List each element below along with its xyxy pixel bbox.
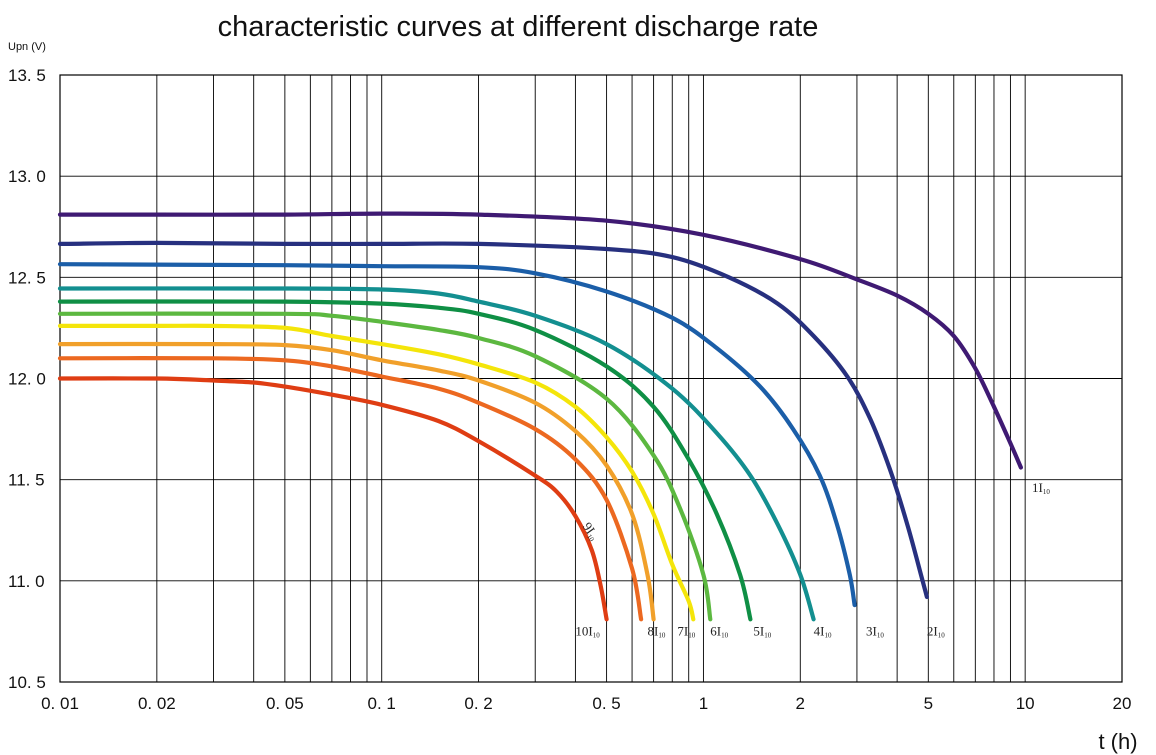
y-tick-label: 13. 0	[8, 167, 46, 186]
curve-label-10I10: 10I10	[575, 624, 600, 640]
x-axis-label: t (h)	[1098, 729, 1137, 754]
x-tick-label: 0. 02	[138, 694, 176, 713]
curve-4I10	[57, 286, 816, 622]
curve-label-text: 9I10	[579, 519, 603, 543]
x-tick-label: 2	[796, 694, 805, 713]
x-tick-label: 0. 1	[368, 694, 396, 713]
y-tick-labels: 10. 5 11. 0 11. 5 12. 0 12. 5 13. 0 13. 5	[8, 66, 46, 692]
curves	[57, 211, 1023, 622]
curve-label-text: 8I10	[648, 624, 666, 640]
x-tick-label: 0. 2	[464, 694, 492, 713]
curve-label-7I10: 7I10	[677, 624, 695, 640]
x-tick-label: 10	[1016, 694, 1035, 713]
curve-8I10	[57, 341, 656, 622]
x-tick-label: 5	[924, 694, 933, 713]
chart-title: characteristic curves at different disch…	[218, 11, 819, 43]
curve-label-4I10: 4I10	[814, 624, 832, 640]
x-tick-label: 0. 5	[592, 694, 620, 713]
curve-label-9I10: 9I10	[579, 519, 603, 543]
curve-label-text: 1I10	[1032, 480, 1050, 496]
curve-label-2I10: 2I10	[927, 624, 945, 640]
curve-7I10	[57, 323, 696, 622]
y-tick-label: 12. 0	[8, 370, 46, 389]
curve-label-text: 5I10	[753, 624, 771, 640]
y-axis-label: Upn (V)	[8, 41, 46, 53]
curve-1I10	[57, 211, 1023, 470]
curve-label-1I10: 1I10	[1032, 480, 1050, 496]
curve-label-text: 10I10	[575, 624, 600, 640]
curve-label-text: 3I10	[866, 624, 884, 640]
x-tick-label: 1	[699, 694, 708, 713]
curve-9I10	[57, 356, 644, 622]
y-tick-label: 12. 5	[8, 268, 46, 287]
curve-label-6I10: 6I10	[710, 624, 728, 640]
curve-label-3I10: 3I10	[866, 624, 884, 640]
curve-label-text: 4I10	[814, 624, 832, 640]
curve-10I10	[57, 376, 609, 622]
x-tick-label: 20	[1113, 694, 1132, 713]
curve-5I10	[57, 299, 753, 622]
curve-label-text: 2I10	[927, 624, 945, 640]
x-tick-labels: 0. 01 0. 02 0. 05 0. 1 0. 2 0. 5 1 2 5 10 20	[41, 694, 1131, 713]
curve-label-text: 6I10	[710, 624, 728, 640]
curve-label-8I10: 8I10	[648, 624, 666, 640]
y-tick-label: 11. 5	[8, 471, 45, 490]
grid	[59, 74, 1123, 683]
y-tick-label: 13. 5	[8, 66, 46, 85]
curve-6I10	[57, 311, 713, 622]
curve-3I10	[57, 262, 857, 608]
curve-2I10	[57, 240, 929, 600]
y-tick-label: 11. 0	[8, 572, 45, 591]
x-tick-label: 0. 05	[266, 694, 304, 713]
curve-label-5I10: 5I10	[753, 624, 771, 640]
x-tick-label: 0. 01	[41, 694, 79, 713]
y-tick-label: 10. 5	[8, 673, 46, 692]
curve-label-text: 7I10	[677, 624, 695, 640]
